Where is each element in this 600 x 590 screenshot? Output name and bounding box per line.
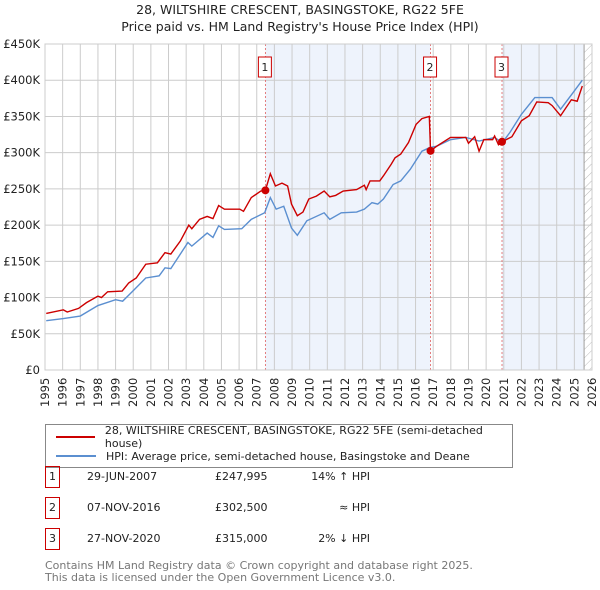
x-tick-label: 2014 — [373, 378, 387, 407]
sale-marker-box — [257, 56, 272, 78]
x-tick-label: 2000 — [126, 378, 140, 407]
x-tick-label: 2020 — [479, 378, 493, 407]
sale-price: £315,000 — [215, 532, 268, 545]
sale-point — [426, 146, 435, 155]
sale-number-badge: 2 — [45, 497, 60, 519]
x-tick-label: 2023 — [532, 378, 546, 407]
sale-row: 1 29-JUN-2007 £247,995 14% ↑ HPI — [45, 466, 465, 488]
sale-marker-label: 1 — [261, 61, 268, 74]
x-tick-label: 2003 — [179, 378, 193, 407]
legend-item-hpi: HPI: Average price, semi-detached house,… — [56, 447, 470, 465]
legend-label: HPI: Average price, semi-detached house,… — [106, 449, 470, 463]
x-tick-label: 1996 — [56, 378, 70, 407]
sale-number-badge: 1 — [45, 466, 60, 488]
x-tick-label: 1999 — [109, 378, 123, 407]
x-tick-label: 2012 — [338, 378, 352, 407]
legend-item-property: 28, WILTSHIRE CRESCENT, BASINGSTOKE, RG2… — [56, 424, 512, 450]
x-tick-label: 2026 — [585, 378, 599, 407]
footer: Contains HM Land Registry data © Crown c… — [45, 560, 473, 584]
x-tick-label: 2024 — [550, 378, 564, 407]
sale-hpi-comparison: ≈ HPI — [339, 501, 370, 514]
x-tick-label: 1997 — [73, 378, 87, 407]
sale-row: 2 07-NOV-2016 £302,500 ≈ HPI — [45, 497, 465, 519]
y-tick-label: £50K — [11, 327, 41, 341]
sale-date: 27-NOV-2020 — [87, 532, 161, 545]
y-tick-label: £100K — [3, 291, 40, 305]
y-tick-label: £0 — [25, 363, 40, 377]
x-tick-label: 2010 — [303, 378, 317, 407]
sale-hpi-comparison: 14% ↑ HPI — [311, 470, 370, 483]
x-tick-label: 2011 — [320, 378, 334, 407]
x-tick-label: 2017 — [426, 378, 440, 407]
chart-title: 28, WILTSHIRE CRESCENT, BASINGSTOKE, RG2… — [136, 2, 464, 17]
x-tick-label: 2008 — [267, 378, 281, 407]
sale-point — [261, 186, 270, 195]
x-tick-label: 2019 — [461, 378, 475, 407]
red-line-swatch — [56, 436, 95, 438]
footer-line: This data is licensed under the Open Gov… — [45, 571, 396, 584]
sale-marker-label: 2 — [427, 61, 434, 74]
x-tick-label: 2001 — [144, 378, 158, 407]
x-tick-label: 2015 — [391, 378, 405, 407]
x-tick-label: 1998 — [91, 378, 105, 407]
sale-date: 07-NOV-2016 — [87, 501, 161, 514]
x-tick-label: 2002 — [162, 378, 176, 407]
x-tick-label: 2016 — [409, 378, 423, 407]
x-tick-label: 2007 — [250, 378, 264, 407]
blue-line-swatch — [56, 455, 96, 457]
sale-hpi-comparison: 2% ↓ HPI — [318, 532, 370, 545]
x-tick-label: 2009 — [285, 378, 299, 407]
shaded-period — [502, 44, 584, 370]
x-tick-label: 2013 — [356, 378, 370, 407]
x-tick-label: 2005 — [214, 378, 228, 407]
x-tick-label: 2022 — [514, 378, 528, 407]
sale-date: 29-JUN-2007 — [87, 470, 158, 483]
y-tick-label: £450K — [3, 37, 40, 51]
x-tick-label: 2006 — [232, 378, 246, 407]
sale-marker-box — [423, 56, 438, 78]
x-tick-label: 2021 — [497, 378, 511, 407]
shaded-period — [265, 44, 431, 370]
x-tick-label: 2018 — [444, 378, 458, 407]
chart-subtitle: Price paid vs. HM Land Registry's House … — [121, 19, 479, 34]
legend-label: 28, WILTSHIRE CRESCENT, BASINGSTOKE, RG2… — [104, 424, 483, 450]
y-tick-label: £350K — [3, 109, 40, 123]
y-tick-label: £200K — [3, 218, 40, 232]
sale-price: £302,500 — [215, 501, 268, 514]
y-tick-label: £150K — [3, 254, 40, 268]
footer-line: Contains HM Land Registry data © Crown c… — [45, 559, 473, 572]
sale-price: £247,995 — [215, 470, 268, 483]
sale-number-badge: 3 — [45, 528, 60, 550]
y-tick-label: £250K — [3, 182, 40, 196]
sale-point — [498, 137, 507, 146]
price-chart: 1995 1996 1997 1998 1999 2000 2001 2002 2003 2004… — [3, 37, 599, 407]
plot-frame — [44, 43, 593, 371]
sale-marker-box — [494, 56, 509, 78]
y-tick-label: £400K — [3, 73, 40, 87]
x-tick-label: 2004 — [197, 378, 211, 407]
sale-row: 3 27-NOV-2020 £315,000 2% ↓ HPI — [45, 528, 465, 550]
forecast-hatch — [584, 44, 592, 370]
sale-marker-label: 3 — [498, 61, 505, 74]
legend: 28, WILTSHIRE CRESCENT, BASINGSTOKE, RG2… — [45, 424, 513, 468]
x-tick-label: 1995 — [38, 378, 52, 407]
x-tick-label: 2025 — [567, 378, 581, 407]
y-tick-label: £300K — [3, 146, 40, 160]
series-line — [46, 85, 583, 315]
